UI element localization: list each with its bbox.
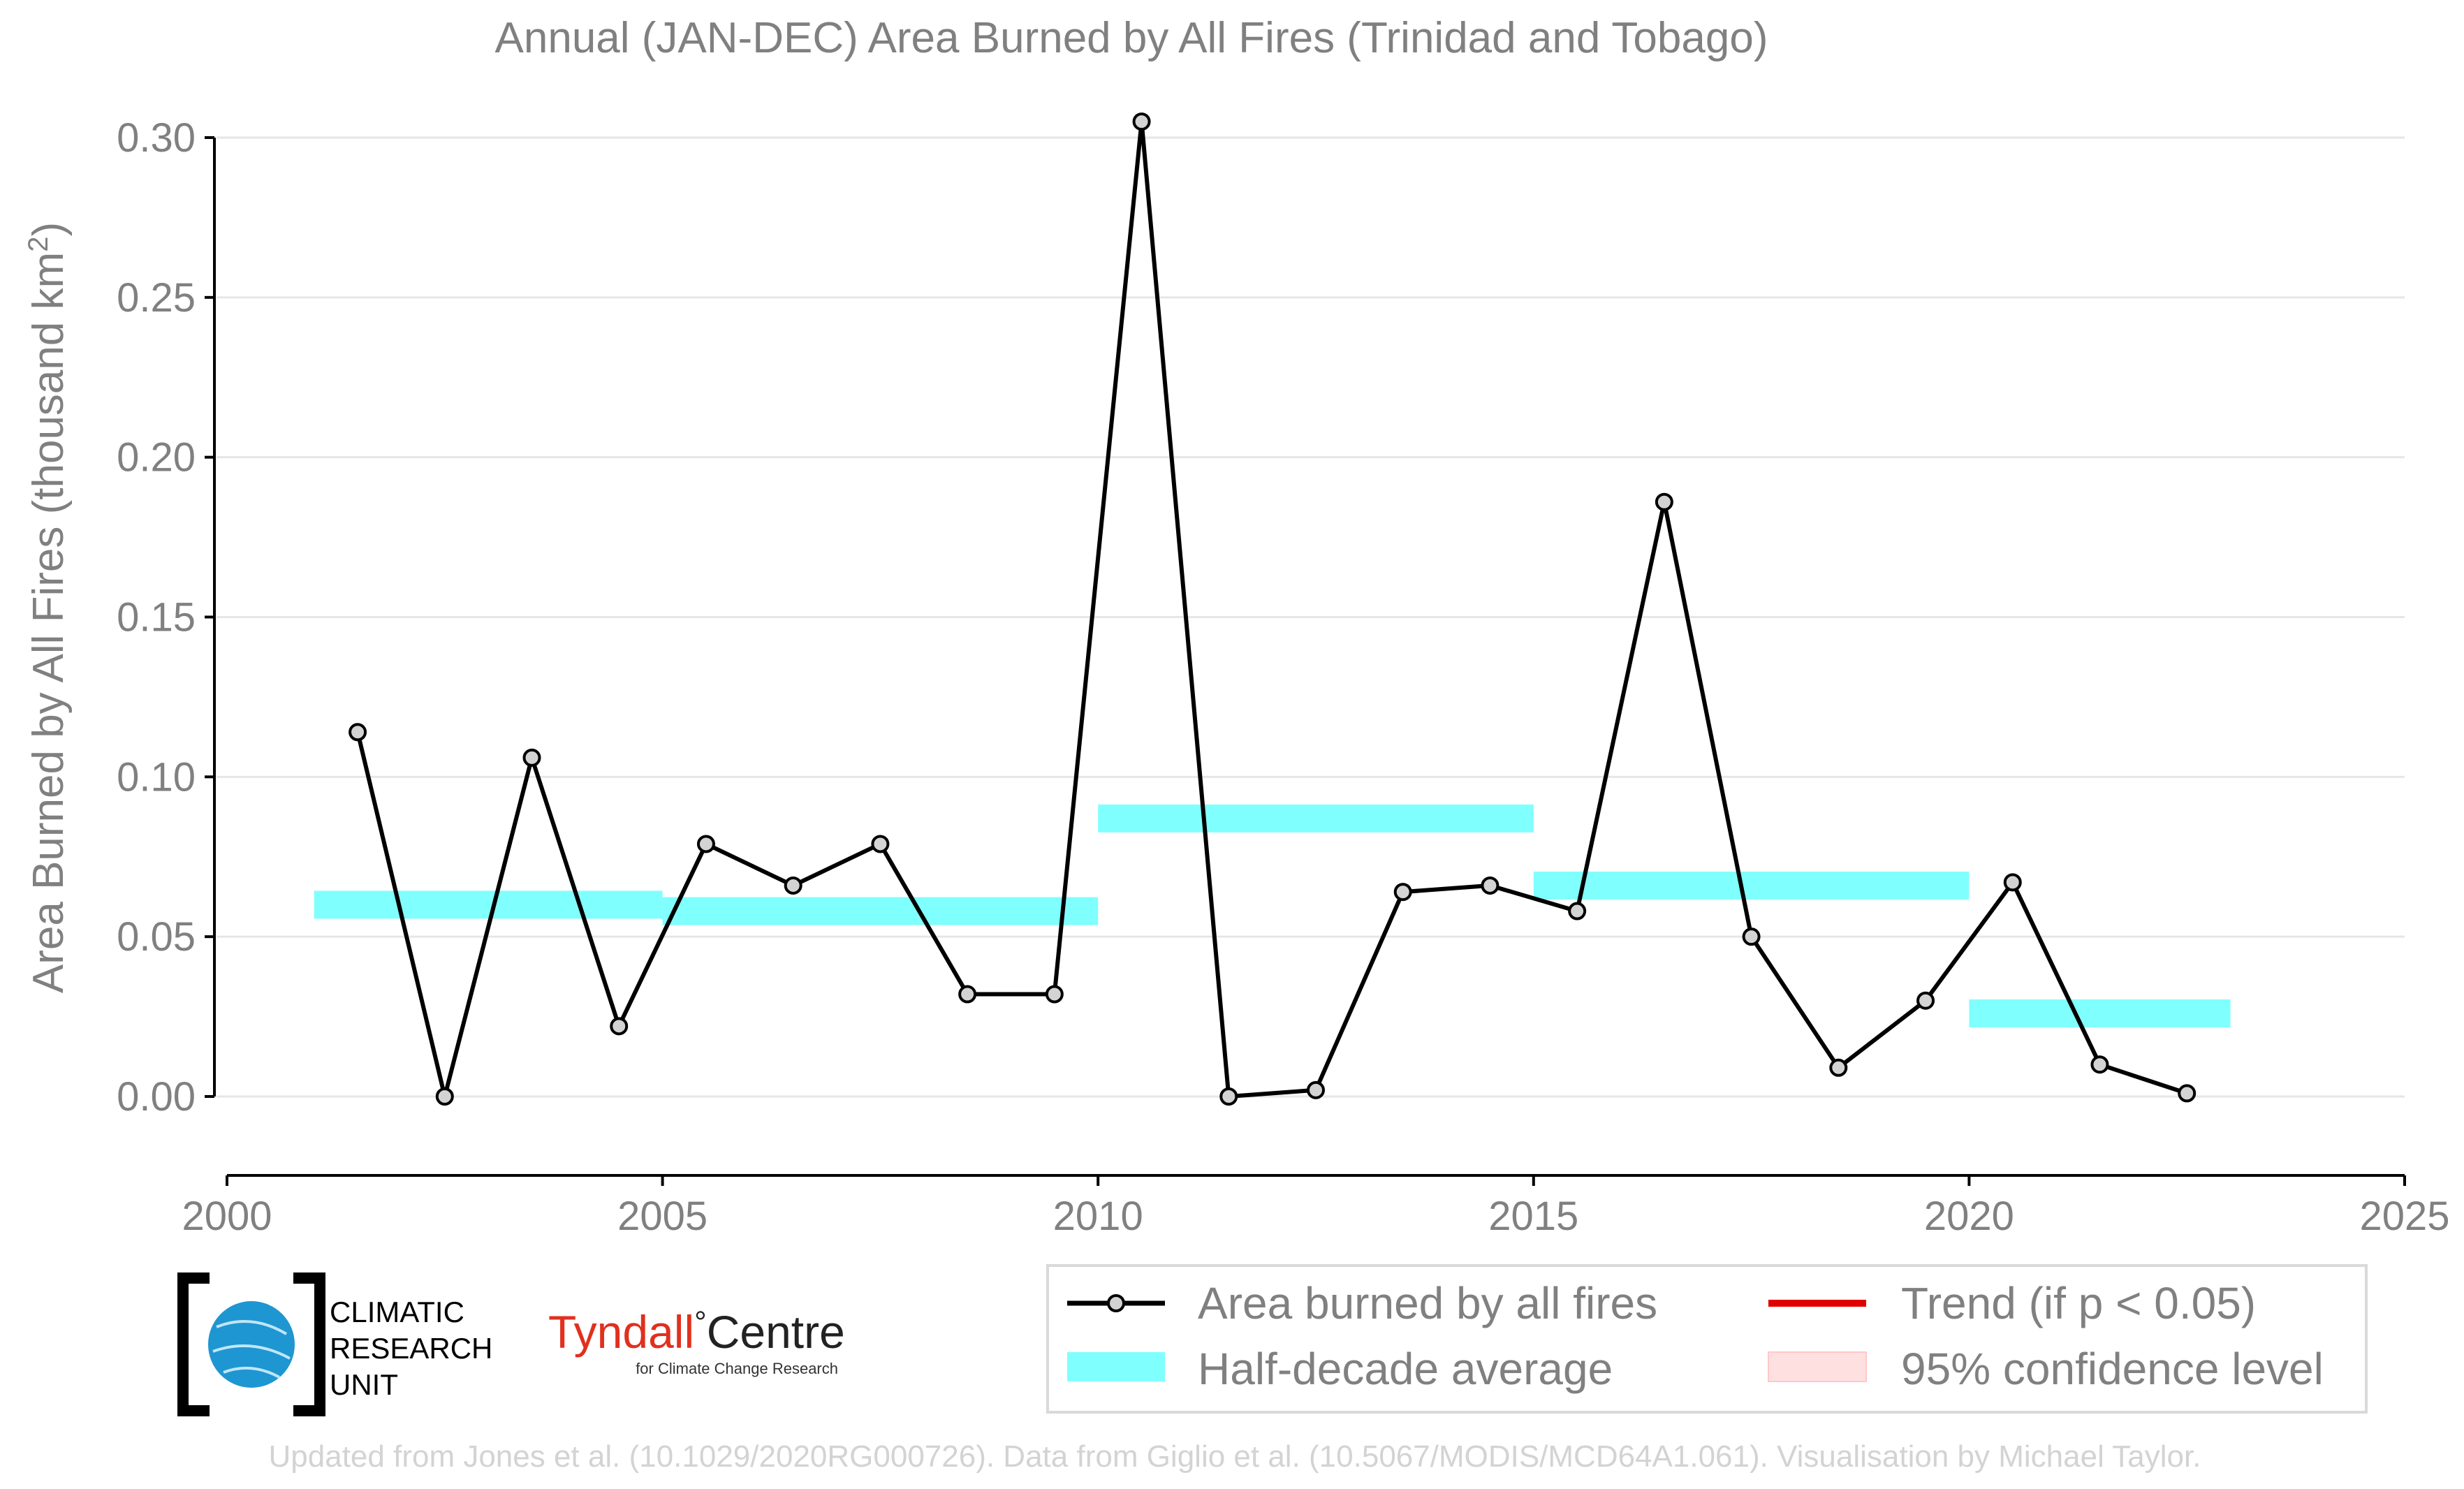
gridlines	[217, 136, 2405, 1098]
x-tick-label: 2000	[182, 1194, 272, 1239]
tyndall-logo-centre: Centre	[707, 1306, 845, 1358]
legend-label-ci: 95% confidence level	[1901, 1344, 2324, 1394]
legend-label-band: Half-decade average	[1198, 1344, 1613, 1394]
footer-credit: Updated from Jones et al. (10.1029/2020R…	[269, 1439, 2201, 1474]
data-point	[1307, 1080, 1325, 1099]
cru-logo-line2: RESEARCH	[330, 1332, 492, 1365]
legend-line-marker	[1107, 1294, 1125, 1312]
data-point	[1829, 1058, 1848, 1077]
cru-logo-bracket-right	[293, 1272, 325, 1416]
chart-title: Annual (JAN-DEC) Area Burned by All Fire…	[495, 14, 1768, 62]
x-axis: 2000 2005 2010 2015 2020 2025	[182, 1174, 2450, 1239]
x-tick-label: 2005	[617, 1194, 707, 1239]
tyndall-logo: Tyndall°Centre for Climate Change Resear…	[548, 1305, 845, 1377]
half-decade-bar	[662, 897, 1099, 925]
y-axis-label-superscript: 2	[23, 237, 54, 252]
y-tick-label: 0.25	[117, 275, 196, 321]
half-decade-bar	[314, 890, 663, 919]
legend-ci-swatch	[1768, 1351, 1867, 1382]
data-point	[1742, 927, 1761, 946]
half-decade-bar	[1098, 804, 1534, 832]
x-tick-label: 2010	[1053, 1194, 1143, 1239]
data-point	[522, 748, 541, 767]
data-point	[1132, 112, 1151, 131]
series-line	[355, 119, 2188, 1099]
legend-label-line: Area burned by all fires	[1198, 1278, 1657, 1328]
globe-icon-swirl	[212, 1320, 291, 1379]
cru-logo-line1: CLIMATIC	[330, 1296, 464, 1328]
cru-logo-line3: UNIT	[330, 1368, 398, 1401]
y-axis-label-main: Area Burned by All Fires (thousand km	[24, 252, 73, 993]
data-point	[610, 1017, 629, 1036]
data-point	[435, 1087, 454, 1106]
data-point	[1655, 492, 1673, 511]
data-point	[958, 985, 977, 1004]
globe-icon	[208, 1301, 295, 1388]
data-point	[349, 723, 367, 742]
data-point	[1916, 991, 1935, 1010]
legend-band-swatch	[1067, 1352, 1165, 1381]
cru-logo-bracket-left	[177, 1272, 210, 1416]
tyndall-logo-degree: °	[694, 1305, 707, 1340]
x-tick-label: 2015	[1488, 1194, 1578, 1239]
data-point	[1393, 883, 1412, 902]
tyndall-logo-text: Tyndall°Centre	[548, 1305, 845, 1358]
y-tick-label: 0.10	[117, 754, 196, 800]
data-point	[1045, 985, 1064, 1004]
legend: Area burned by all fires Half-decade ave…	[1046, 1264, 2368, 1414]
data-point	[1219, 1087, 1238, 1106]
x-tick-label: 2020	[1924, 1194, 2014, 1239]
tyndall-logo-subtitle: for Climate Change Research	[636, 1360, 838, 1377]
y-tick-label: 0.20	[117, 435, 196, 481]
data-point	[696, 835, 715, 853]
legend-box	[1046, 1264, 2368, 1414]
half-decade-bar	[1969, 999, 2231, 1028]
y-tick-label: 0.15	[117, 595, 196, 640]
data-point	[2090, 1055, 2109, 1074]
data-point	[2003, 873, 2022, 892]
data-point	[1481, 876, 1499, 895]
y-axis-label-end: )	[24, 222, 73, 237]
y-tick-label: 0.30	[117, 115, 196, 161]
data-point	[784, 876, 802, 895]
legend-label-trend: Trend (if p < 0.05)	[1901, 1278, 2256, 1328]
data-point	[2178, 1084, 2197, 1103]
cru-logo: CLIMATIC RESEARCH UNIT	[177, 1272, 492, 1416]
half-decade-bar	[1533, 871, 1970, 900]
data-point	[1568, 902, 1587, 920]
y-axis: 0.00 0.05 0.10 0.15 0.20 0.25 0.30	[117, 115, 216, 1120]
data-point	[871, 835, 890, 853]
x-tick-label: 2025	[2359, 1194, 2449, 1239]
tyndall-logo-tyndall: Tyndall	[548, 1306, 694, 1358]
y-tick-label: 0.05	[117, 914, 196, 960]
y-axis-label: Area Burned by All Fires (thousand km2)	[23, 222, 73, 993]
series-line-group	[355, 119, 2188, 1099]
y-tick-label: 0.00	[117, 1074, 196, 1120]
half-decade-bars	[314, 804, 2231, 1028]
series-points	[349, 112, 2197, 1106]
